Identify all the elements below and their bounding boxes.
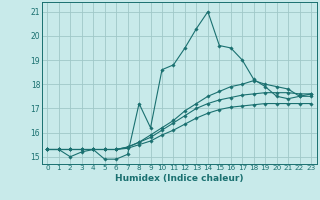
X-axis label: Humidex (Indice chaleur): Humidex (Indice chaleur): [115, 174, 244, 183]
